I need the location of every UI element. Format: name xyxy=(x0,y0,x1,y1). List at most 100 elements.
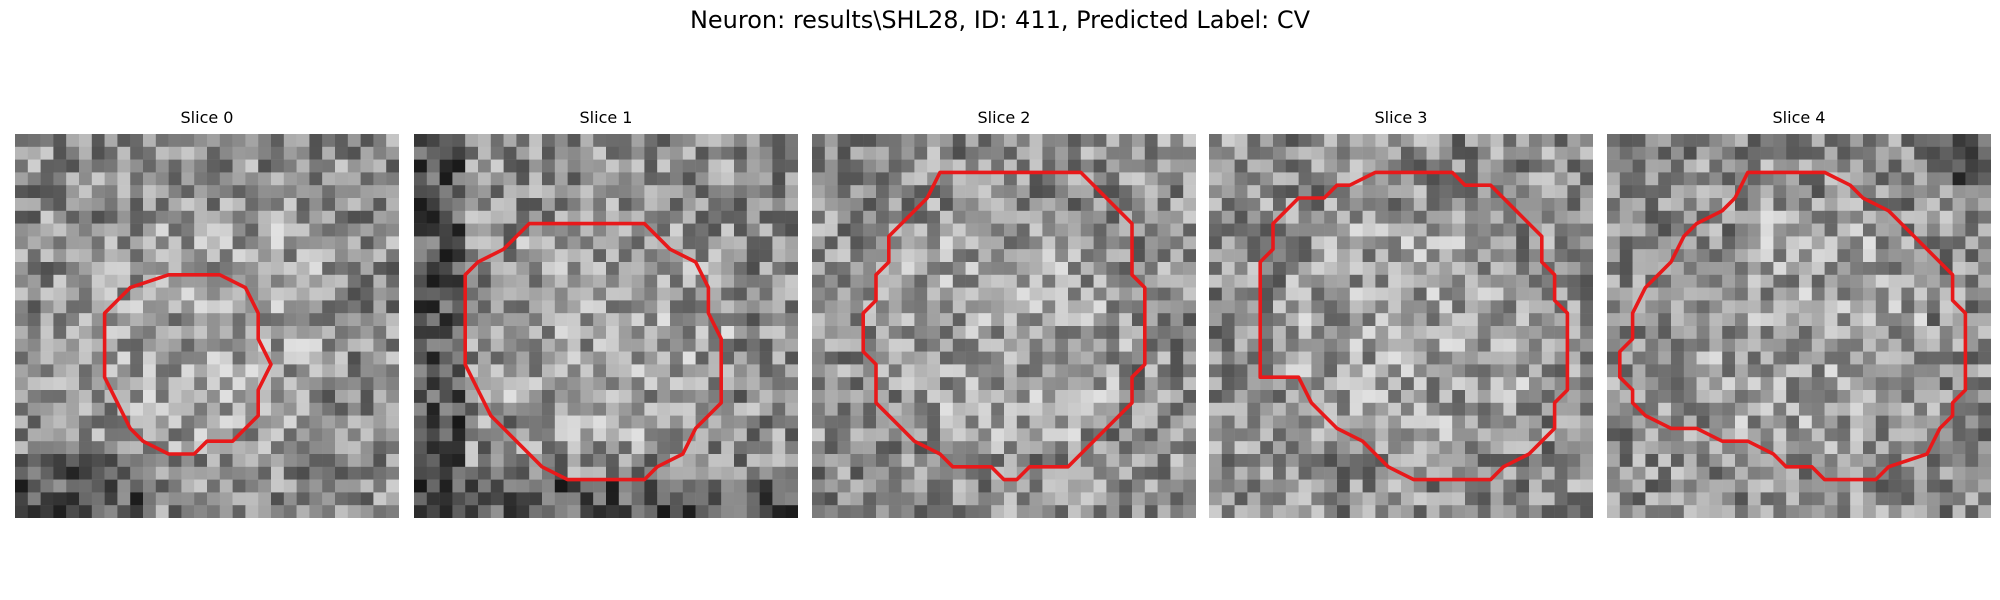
pixel xyxy=(554,236,568,250)
pixel-grid xyxy=(1209,134,1593,518)
pixel xyxy=(1477,377,1491,391)
pixel xyxy=(1824,326,1838,340)
pixel xyxy=(27,249,41,263)
pixel xyxy=(53,172,67,186)
pixel xyxy=(1786,338,1800,352)
pixel xyxy=(1401,300,1415,314)
pixel xyxy=(207,274,221,288)
pixel xyxy=(503,300,517,314)
pixel xyxy=(309,441,323,455)
pixel xyxy=(1696,159,1710,173)
pixel xyxy=(991,223,1005,237)
pixel xyxy=(1888,198,1902,212)
pixel xyxy=(695,338,709,352)
pixel xyxy=(914,377,928,391)
pixel xyxy=(708,492,722,506)
pixel xyxy=(1837,159,1851,173)
pixel xyxy=(1709,390,1723,404)
pixel xyxy=(232,159,246,173)
pixel xyxy=(1619,479,1633,493)
pixel xyxy=(91,466,105,480)
pixel xyxy=(708,428,722,442)
pixel xyxy=(1144,185,1158,199)
pixel xyxy=(1413,441,1427,455)
pixel xyxy=(1183,185,1196,199)
pixel xyxy=(219,159,233,173)
pixel xyxy=(53,402,67,416)
pixel xyxy=(1747,300,1761,314)
pixel xyxy=(1183,287,1196,301)
pixel xyxy=(991,249,1005,263)
pixel xyxy=(606,172,620,186)
pixel xyxy=(1157,415,1171,429)
pixel xyxy=(1773,377,1787,391)
pixel xyxy=(812,287,826,301)
pixel xyxy=(901,415,915,429)
pixel xyxy=(452,274,466,288)
pixel xyxy=(1426,249,1440,263)
pixel xyxy=(309,364,323,378)
pixel xyxy=(232,351,246,365)
pixel xyxy=(1541,479,1555,493)
pixel xyxy=(386,466,399,480)
pixel xyxy=(1170,300,1184,314)
pixel xyxy=(1760,313,1774,327)
pixel xyxy=(1541,466,1555,480)
pixel xyxy=(335,223,349,237)
pixel xyxy=(271,236,285,250)
pixel xyxy=(322,134,336,148)
pixel xyxy=(1273,492,1287,506)
pixel xyxy=(952,210,966,224)
pixel xyxy=(1554,492,1568,506)
pixel xyxy=(309,313,323,327)
pixel xyxy=(952,338,966,352)
pixel xyxy=(1773,326,1787,340)
pixel xyxy=(373,338,387,352)
pixel xyxy=(1811,223,1825,237)
pixel xyxy=(567,249,581,263)
pixel xyxy=(876,287,890,301)
pixel xyxy=(1004,364,1018,378)
pixel xyxy=(1324,351,1338,365)
pixel xyxy=(347,134,361,148)
pixel xyxy=(1273,262,1287,276)
pixel xyxy=(1490,454,1504,468)
pixel xyxy=(1349,402,1363,416)
pixel xyxy=(66,390,80,404)
pixel xyxy=(1401,134,1415,148)
pixel xyxy=(1324,441,1338,455)
pixel xyxy=(1285,287,1299,301)
pixel xyxy=(373,402,387,416)
pixel xyxy=(1875,185,1889,199)
pixel xyxy=(207,338,221,352)
pixel xyxy=(991,159,1005,173)
pixel xyxy=(79,479,93,493)
pixel xyxy=(1004,249,1018,263)
pixel xyxy=(1952,146,1966,160)
pixel xyxy=(1927,198,1941,212)
pixel xyxy=(1799,326,1813,340)
pixel xyxy=(785,479,798,493)
pixel xyxy=(1209,262,1223,276)
pixel xyxy=(1696,172,1710,186)
pixel xyxy=(503,313,517,327)
pixel xyxy=(734,249,748,263)
pixel xyxy=(296,134,310,148)
pixel xyxy=(1799,313,1813,327)
pixel xyxy=(452,326,466,340)
pixel xyxy=(1260,300,1274,314)
pixel xyxy=(1875,338,1889,352)
pixel xyxy=(1671,134,1685,148)
pixel xyxy=(1452,351,1466,365)
pixel xyxy=(759,134,773,148)
pixel xyxy=(1477,146,1491,160)
pixel xyxy=(1965,210,1979,224)
pixel xyxy=(1106,390,1120,404)
pixel xyxy=(117,364,131,378)
pixel xyxy=(1875,249,1889,263)
pixel xyxy=(207,492,221,506)
pixel xyxy=(978,364,992,378)
pixel xyxy=(130,390,144,404)
pixel xyxy=(1901,377,1915,391)
pixel xyxy=(40,185,54,199)
